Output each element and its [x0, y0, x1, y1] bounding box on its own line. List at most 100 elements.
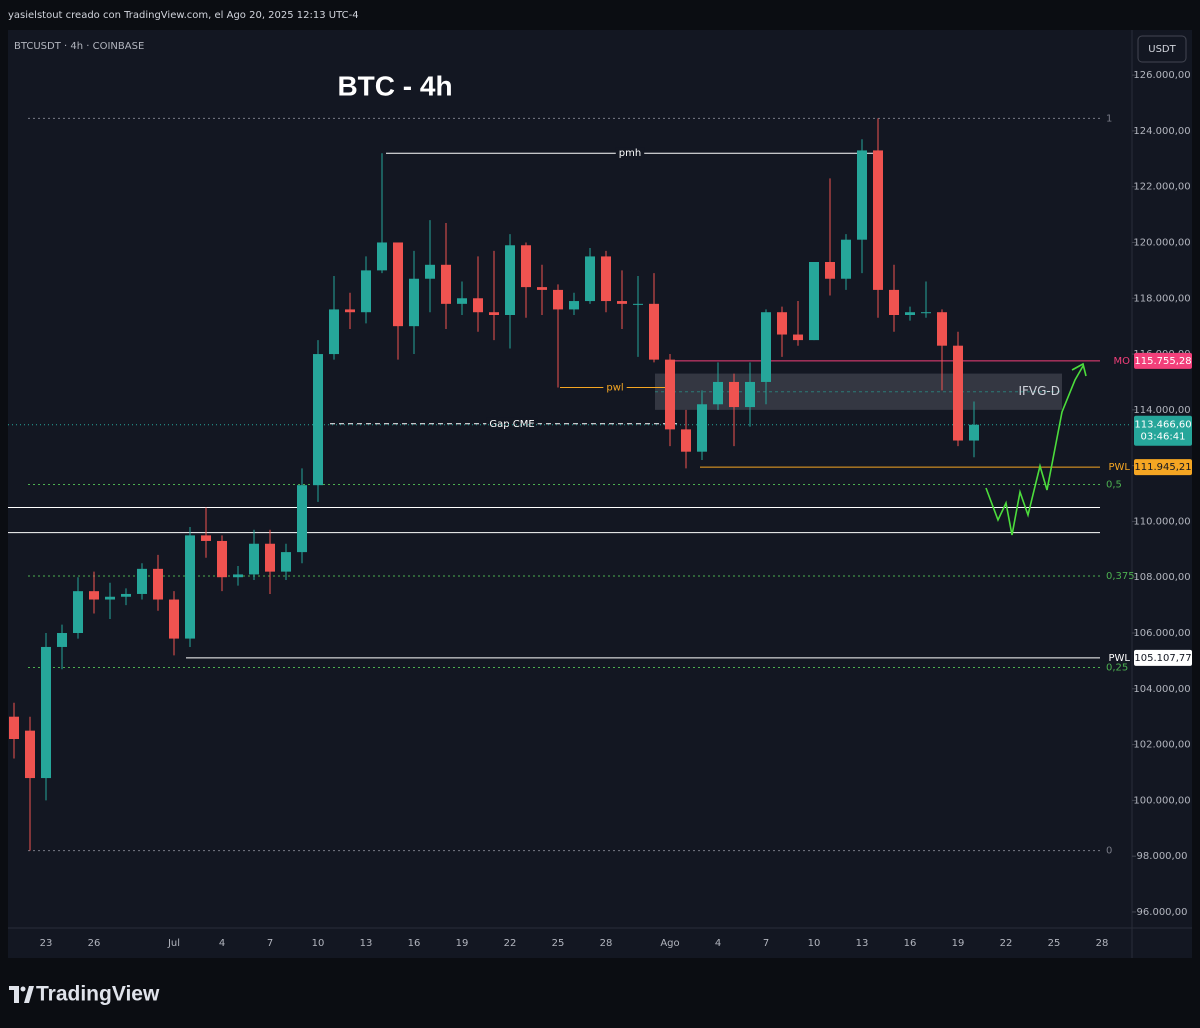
- candle-body: [361, 270, 371, 313]
- candle-body: [825, 262, 835, 279]
- chart-pane: [8, 30, 1192, 958]
- candle-body: [57, 633, 67, 647]
- candle-body: [633, 303, 643, 305]
- candle-body: [105, 596, 115, 600]
- price-tag-label: 115.755,28: [1134, 356, 1191, 367]
- x-tick-label: Ago: [660, 938, 679, 949]
- x-tick-label: 22: [504, 938, 517, 949]
- x-tick-label: 23: [40, 938, 53, 949]
- candle-body: [601, 256, 611, 302]
- candle-body: [793, 334, 803, 341]
- x-tick-label: 7: [267, 938, 273, 949]
- y-tick-label: 104.000,00: [1133, 684, 1190, 695]
- y-tick-label: 98.000,00: [1137, 851, 1188, 862]
- candle-body: [409, 278, 419, 327]
- currency-box: [1137, 35, 1187, 63]
- symbol-info: BTCUSDT · 4h · COINBASE: [14, 41, 144, 52]
- candle-body: [425, 264, 435, 279]
- price-tag: [1134, 352, 1192, 369]
- x-tick-label: 26: [88, 938, 101, 949]
- level-label-bg: [615, 147, 645, 160]
- logo-mark: [14, 986, 19, 1003]
- candle-body: [809, 262, 819, 341]
- candle-body: [41, 646, 51, 779]
- x-tick-label: 19: [952, 938, 965, 949]
- level-label: pmh: [619, 148, 641, 159]
- y-tick-label: 102.000,00: [1133, 740, 1190, 751]
- candle-body: [665, 359, 675, 430]
- candle-body: [953, 345, 963, 441]
- candle-body: [569, 301, 579, 310]
- level-label-bg: [603, 381, 627, 394]
- candle-body: [681, 429, 691, 452]
- candle-body: [137, 568, 147, 594]
- projection-arrowhead: [1071, 362, 1087, 377]
- level-label: MO: [1114, 356, 1131, 367]
- brand-logo: TradingView: [9, 983, 160, 1006]
- candle-body: [457, 298, 467, 304]
- price-tag-label: 111.945,21: [1134, 462, 1191, 473]
- zone-label: IFVG-D: [1018, 384, 1060, 398]
- level-label: 0,25: [1106, 663, 1128, 674]
- candle-body: [297, 485, 307, 553]
- x-tick-label: 13: [856, 938, 869, 949]
- y-tick-label: 100.000,00: [1133, 795, 1190, 806]
- candle-body: [233, 574, 243, 578]
- candle-body: [889, 289, 899, 316]
- candle-body: [521, 245, 531, 288]
- candle-body: [649, 303, 659, 360]
- brand: TradingView: [36, 983, 160, 1006]
- x-tick-label: 28: [600, 938, 613, 949]
- candle-body: [937, 312, 947, 346]
- candle-body: [265, 543, 275, 572]
- candle-body: [761, 312, 771, 382]
- candle-body: [377, 242, 387, 271]
- y-tick-label: 126.000,00: [1133, 70, 1190, 81]
- candle-body: [505, 245, 515, 316]
- x-tick-label: 10: [808, 938, 821, 949]
- x-tick-label: 19: [456, 938, 469, 949]
- candle-body: [745, 381, 755, 408]
- y-tick-label: 120.000,00: [1133, 237, 1190, 248]
- level-label: pwl: [606, 383, 623, 394]
- candle-body: [185, 535, 195, 639]
- level-label: PWL: [1109, 462, 1131, 473]
- level-label: 0,5: [1106, 479, 1122, 490]
- candle-body: [905, 312, 915, 316]
- x-tick-label: 25: [1048, 938, 1061, 949]
- y-tick-label: 118.000,00: [1133, 293, 1190, 304]
- candle-body: [313, 354, 323, 486]
- last-price-label: 113.466,60: [1134, 420, 1191, 431]
- candle-body: [617, 301, 627, 304]
- candle-body: [585, 256, 595, 302]
- y-tick-label: 96.000,00: [1137, 907, 1188, 918]
- price-tag: [1134, 649, 1192, 666]
- projection-path: [985, 365, 1084, 536]
- x-tick-label: 28: [1096, 938, 1109, 949]
- countdown: 03:46:41: [1141, 432, 1186, 443]
- x-tick-label: 16: [904, 938, 917, 949]
- candle-body: [217, 540, 227, 578]
- candle-body: [969, 424, 979, 441]
- level-label: PWL: [1109, 653, 1131, 664]
- price-tag: [1134, 459, 1192, 476]
- attribution: yasielstout creado con TradingView.com, …: [8, 10, 359, 21]
- currency: USDT: [1148, 44, 1176, 55]
- level-label: 0,375: [1106, 571, 1135, 582]
- last-price-tag: [1134, 415, 1192, 446]
- candle-body: [537, 287, 547, 290]
- candle-body: [473, 298, 483, 313]
- candle-body: [121, 593, 131, 597]
- x-tick-label: 10: [312, 938, 325, 949]
- price-tags: 115.755,28 111.945,21 105.107,77 113.466,60…: [1134, 352, 1192, 666]
- candle-body: [553, 289, 563, 310]
- candle-body: [25, 730, 35, 779]
- candle-body: [201, 535, 211, 541]
- candle-body: [713, 381, 723, 405]
- x-tick-label: 4: [715, 938, 721, 949]
- logo-mark: [20, 986, 26, 992]
- candle-body: [169, 599, 179, 639]
